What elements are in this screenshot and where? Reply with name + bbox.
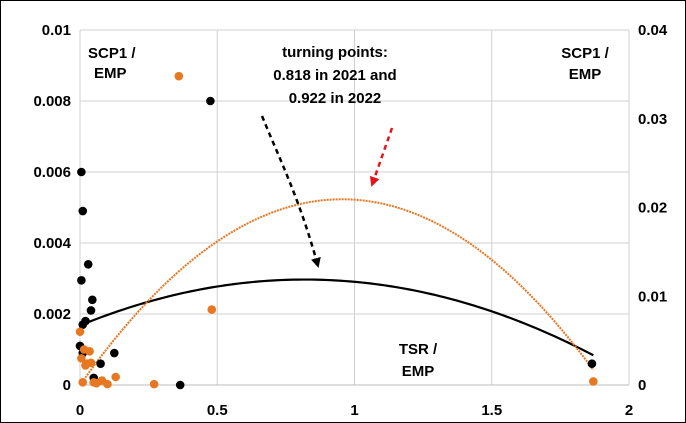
orange-data-point <box>77 354 86 363</box>
x-axis-annotation-line1: TSR / <box>399 341 438 358</box>
black-data-point <box>110 348 119 358</box>
right-axis-annotation-line1: SCP1 / <box>561 45 609 62</box>
orange-data-point <box>149 379 159 389</box>
y-left-tick-label: 0.006 <box>33 164 71 181</box>
x-axis-annotation-line2: EMP <box>402 363 435 380</box>
turning-point-red-arrow <box>369 127 394 187</box>
y-left-tick-label: 0.01 <box>42 22 71 39</box>
black-data-point <box>88 295 97 305</box>
y-right-tick-label: 0.01 <box>638 288 667 305</box>
black-data-point <box>96 359 105 369</box>
x-tick-label: 0.5 <box>207 402 228 419</box>
black-data-point <box>78 320 88 329</box>
y-right-tick-label: 0.02 <box>638 200 667 217</box>
gridlines <box>79 29 630 386</box>
orange-trend-curve <box>79 198 595 386</box>
orange-data-point <box>207 305 217 314</box>
orange-data-point <box>111 372 120 382</box>
black-data-point <box>86 306 96 315</box>
x-tick-label: 1 <box>350 402 358 419</box>
x-tick-label: 0 <box>76 402 84 419</box>
orange-data-point <box>78 378 88 387</box>
orange-data-point <box>85 346 94 356</box>
y-left-tick-label: 0.004 <box>33 235 71 252</box>
black-data-point <box>78 206 88 216</box>
black-data-point <box>77 167 86 177</box>
black-trend-curve <box>79 278 594 357</box>
orange-data-point <box>86 358 96 368</box>
black-data-point <box>83 260 93 269</box>
data-points <box>75 71 598 390</box>
turning-points-annotation-line3: 0.922 in 2022 <box>289 90 382 107</box>
x-tick-label: 1.5 <box>481 402 502 419</box>
trend-curves <box>79 198 595 386</box>
y-right-tick-label: 0.04 <box>638 22 668 39</box>
x-tick-label: 2 <box>625 402 633 419</box>
orange-data-point <box>174 71 184 81</box>
black-data-point <box>206 96 215 106</box>
y-left-tick-label: 0.008 <box>33 93 71 110</box>
black-data-point <box>77 275 86 285</box>
y-left-tick-label: 0 <box>63 377 71 394</box>
turning-point-black-arrow <box>260 115 321 268</box>
y-right-tick-label: 0 <box>638 377 646 394</box>
right-axis-annotation-line2: EMP <box>569 66 602 83</box>
left-axis-annotation-line1: SCP1 / <box>88 45 136 62</box>
turning-points-annotation-line2: 0.818 in 2021 and <box>273 67 396 84</box>
orange-data-point <box>75 327 85 337</box>
left-axis-annotation-line2: EMP <box>94 65 127 82</box>
y-left-tick-label: 0.002 <box>33 306 71 323</box>
tick-labels: 0 0.5 1 1.5 200.0020.0040.0060.0080.0100.010… <box>33 22 667 419</box>
black-data-point <box>175 380 185 390</box>
turning-points-annotation-line1: turning points: <box>282 44 388 61</box>
black-data-point <box>587 359 597 369</box>
y-right-tick-label: 0.03 <box>638 111 667 128</box>
orange-data-point <box>589 377 598 386</box>
orange-data-point <box>103 379 112 389</box>
